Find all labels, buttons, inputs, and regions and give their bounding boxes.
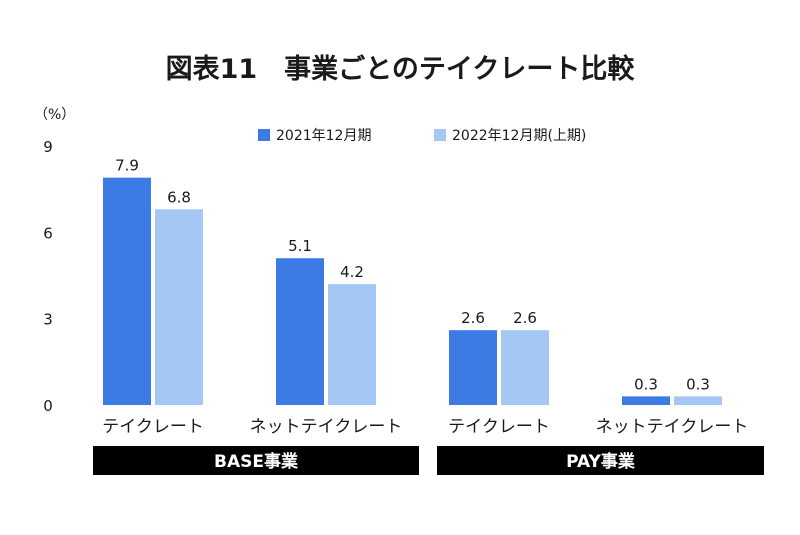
data-label-series2-cat2: 4.2	[340, 263, 364, 281]
legend-swatch-1	[258, 129, 270, 141]
data-label-series1-cat4: 0.3	[634, 375, 658, 393]
bar-series2-cat4	[674, 396, 722, 405]
data-label-series2-cat3: 2.6	[513, 309, 537, 327]
chart-title: 図表11 事業ごとのテイクレート比較	[166, 53, 636, 85]
bar-series1-cat2	[276, 258, 324, 405]
y-tick-label: 9	[43, 138, 53, 156]
group-band-1	[93, 446, 419, 475]
group-label-2: PAY事業	[566, 451, 635, 472]
category-label-1: テイクレート	[102, 417, 204, 437]
data-label-series1-cat2: 5.1	[288, 237, 312, 255]
data-label-series2-cat1: 6.8	[167, 188, 191, 206]
legend-swatch-2	[434, 129, 446, 141]
legend-label-1: 2021年12月期	[276, 128, 371, 144]
y-tick-label: 3	[43, 311, 53, 329]
category-label-2: ネットテイクレート	[250, 417, 403, 437]
bar-series2-cat2	[328, 284, 376, 405]
bar-series1-cat3	[449, 330, 497, 405]
legend-label-2: 2022年12月期(上期)	[452, 128, 586, 144]
y-tick-label: 6	[43, 224, 53, 242]
group-label-1: BASE事業	[214, 451, 298, 472]
y-tick-label: 0	[43, 397, 53, 415]
data-label-series2-cat4: 0.3	[686, 375, 710, 393]
category-label-3: テイクレート	[448, 417, 550, 437]
bar-series1-cat4	[622, 396, 670, 405]
group-band-2	[437, 446, 764, 475]
category-label-4: ネットテイクレート	[596, 417, 749, 437]
bar-series1-cat1	[103, 177, 151, 405]
data-label-series1-cat3: 2.6	[461, 309, 485, 327]
y-axis-unit-label: （%）	[34, 107, 75, 123]
bar-series2-cat3	[501, 330, 549, 405]
data-label-series1-cat1: 7.9	[115, 157, 139, 175]
bar-series2-cat1	[155, 209, 203, 405]
